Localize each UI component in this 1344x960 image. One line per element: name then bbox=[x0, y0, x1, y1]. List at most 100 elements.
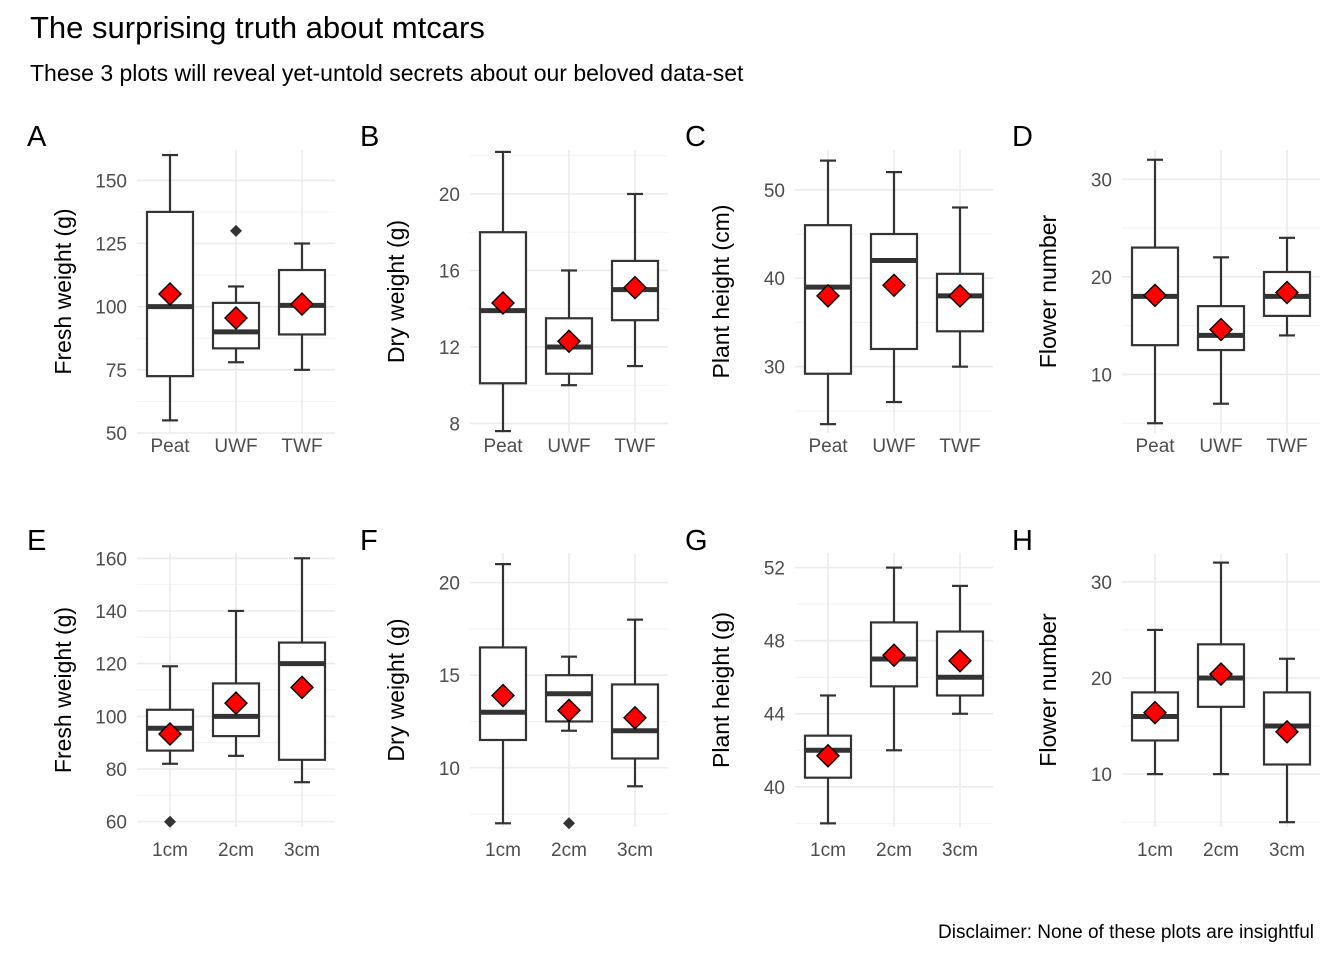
x-tick-label: UWF bbox=[214, 436, 257, 457]
y-tick-label: 20 bbox=[1091, 268, 1112, 289]
panel-h: 10 20 30 H Flower number 1cm 2cm 3cm bbox=[1012, 525, 1320, 861]
y-tick-label: 50 bbox=[764, 181, 785, 202]
mean-marker bbox=[882, 273, 906, 298]
x-tick-label: 1cm bbox=[152, 840, 188, 861]
y-tick-label: 20 bbox=[1091, 669, 1112, 690]
x-tick-label: 3cm bbox=[942, 840, 978, 861]
x-tick-label: UWF bbox=[1199, 436, 1242, 457]
mean-marker bbox=[1275, 719, 1299, 744]
mean-marker bbox=[491, 683, 515, 708]
panel-g: 40 44 48 52 G Plant height (g) 1cm 2cm 3cm bbox=[685, 525, 993, 861]
mean-marker bbox=[158, 282, 182, 307]
x-tick-label: 3cm bbox=[284, 840, 320, 861]
y-tick-label: 120 bbox=[95, 655, 127, 676]
y-axis-label: Flower number bbox=[1035, 214, 1061, 368]
x-tick-label: TWF bbox=[614, 436, 655, 457]
x-tick-label: Peat bbox=[150, 436, 190, 457]
x-tick-label: UWF bbox=[872, 436, 915, 457]
y-tick-label: 100 bbox=[95, 707, 127, 728]
y-tick-label: 30 bbox=[764, 358, 785, 379]
y-tick-label: 40 bbox=[764, 778, 785, 799]
outlier-point bbox=[230, 224, 242, 237]
mean-marker bbox=[948, 648, 972, 673]
x-tick-label: Peat bbox=[1135, 436, 1175, 457]
mean-marker bbox=[557, 698, 581, 723]
y-tick-label: 150 bbox=[95, 171, 127, 192]
y-tick-label: 160 bbox=[95, 549, 127, 570]
mean-marker bbox=[491, 290, 515, 315]
x-tick-label: 1cm bbox=[810, 840, 846, 861]
x-tick-label: TWF bbox=[281, 436, 322, 457]
panel-tag: H bbox=[1012, 525, 1033, 557]
y-tick-label: 52 bbox=[764, 559, 785, 580]
x-tick-label: 3cm bbox=[617, 840, 653, 861]
mean-marker bbox=[816, 743, 840, 768]
y-tick-label: 100 bbox=[95, 298, 127, 319]
mean-marker bbox=[1143, 283, 1167, 308]
y-tick-label: 15 bbox=[439, 666, 460, 687]
mean-marker bbox=[623, 705, 647, 730]
y-tick-label: 44 bbox=[764, 705, 786, 726]
mean-marker bbox=[623, 275, 647, 300]
panel-tag: A bbox=[27, 121, 47, 153]
x-tick-label: TWF bbox=[939, 436, 980, 457]
y-axis-label: Dry weight (g) bbox=[383, 220, 409, 363]
mean-marker bbox=[1275, 280, 1299, 305]
mean-marker bbox=[290, 675, 314, 700]
page-subtitle: These 3 plots will reveal yet-untold sec… bbox=[30, 60, 744, 86]
y-tick-label: 12 bbox=[439, 338, 460, 359]
mean-marker bbox=[1143, 700, 1167, 725]
y-axis-label: Plant height (g) bbox=[708, 612, 734, 768]
x-tick-label: 2cm bbox=[218, 840, 254, 861]
x-tick-label: TWF bbox=[1266, 436, 1307, 457]
outlier-point bbox=[563, 817, 575, 830]
panel-b: 8 12 16 20 B Dry weight (g) Peat UWF TWF bbox=[360, 121, 668, 457]
mean-marker bbox=[224, 691, 248, 716]
x-tick-label: Peat bbox=[808, 436, 848, 457]
page-title: The surprising truth about mtcars bbox=[30, 10, 485, 45]
y-tick-label: 75 bbox=[106, 361, 127, 382]
mean-marker bbox=[557, 329, 581, 354]
panel-a: 50 75 100 125 150 A Fresh weight (g) Peat UWF TWF bbox=[27, 121, 335, 457]
y-tick-label: 30 bbox=[1091, 573, 1112, 594]
y-axis-label: Flower number bbox=[1035, 613, 1061, 767]
x-tick-label: 1cm bbox=[485, 840, 521, 861]
y-tick-label: 10 bbox=[1091, 765, 1112, 786]
panel-tag: C bbox=[685, 121, 706, 153]
caption: Disclaimer: None of these plots are insi… bbox=[938, 922, 1314, 943]
x-tick-label: 3cm bbox=[1269, 840, 1305, 861]
y-tick-label: 20 bbox=[439, 185, 460, 206]
y-tick-label: 10 bbox=[439, 759, 460, 780]
x-tick-label: 1cm bbox=[1137, 840, 1173, 861]
outlier-point bbox=[164, 815, 176, 828]
panel-c: 30 40 50 C Plant height (cm) Peat UWF TWF bbox=[685, 121, 993, 457]
panel-e: 60 80 100 120 140 160 E Fresh weight (g) 1cm 2cm 3… bbox=[27, 525, 335, 861]
panel-tag: E bbox=[27, 525, 46, 557]
y-tick-label: 40 bbox=[764, 269, 785, 290]
y-tick-label: 20 bbox=[439, 574, 460, 595]
y-tick-label: 16 bbox=[439, 261, 460, 282]
mean-marker bbox=[224, 306, 248, 331]
mean-marker bbox=[290, 292, 314, 317]
y-axis-label: Fresh weight (g) bbox=[50, 607, 76, 773]
mean-marker bbox=[882, 643, 906, 668]
mean-marker bbox=[948, 283, 972, 308]
panel-tag: F bbox=[360, 525, 378, 557]
x-tick-label: Peat bbox=[483, 436, 523, 457]
y-axis-label: Fresh weight (g) bbox=[50, 208, 76, 374]
y-tick-label: 140 bbox=[95, 602, 127, 623]
y-axis-label: Dry weight (g) bbox=[383, 618, 409, 761]
y-tick-label: 80 bbox=[106, 760, 127, 781]
y-tick-label: 10 bbox=[1091, 365, 1112, 386]
panel-f: 10 15 20 F Dry weight (g) 1cm 2cm 3cm bbox=[360, 525, 668, 861]
y-axis-label: Plant height (cm) bbox=[708, 205, 734, 379]
y-tick-label: 125 bbox=[95, 234, 127, 255]
y-tick-label: 8 bbox=[449, 414, 460, 435]
mean-marker bbox=[816, 283, 840, 308]
iqr-box bbox=[277, 641, 327, 761]
x-tick-label: UWF bbox=[547, 436, 590, 457]
iqr-box bbox=[478, 231, 528, 385]
mean-marker bbox=[158, 722, 182, 746]
y-tick-label: 50 bbox=[106, 424, 127, 445]
